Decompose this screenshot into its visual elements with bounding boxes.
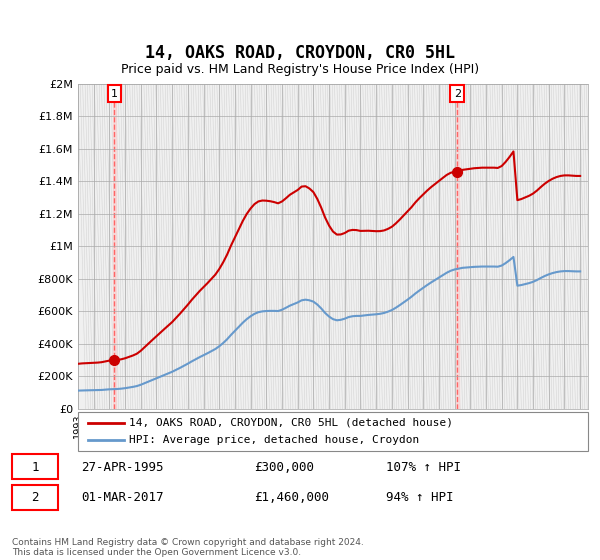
Text: 01-MAR-2017: 01-MAR-2017 [81, 492, 164, 505]
Text: 1: 1 [111, 88, 118, 99]
Text: HPI: Average price, detached house, Croydon: HPI: Average price, detached house, Croy… [129, 435, 419, 445]
Text: 2: 2 [454, 88, 461, 99]
FancyBboxPatch shape [78, 412, 588, 451]
Text: £300,000: £300,000 [254, 461, 314, 474]
Text: 2: 2 [31, 492, 39, 505]
Text: 1: 1 [31, 461, 39, 474]
Text: Price paid vs. HM Land Registry's House Price Index (HPI): Price paid vs. HM Land Registry's House … [121, 63, 479, 76]
Text: Contains HM Land Registry data © Crown copyright and database right 2024.
This d: Contains HM Land Registry data © Crown c… [12, 538, 364, 557]
FancyBboxPatch shape [12, 454, 58, 479]
Bar [113, 84, 116, 409]
Text: 14, OAKS ROAD, CROYDON, CR0 5HL (detached house): 14, OAKS ROAD, CROYDON, CR0 5HL (detache… [129, 418, 453, 428]
Text: £1,460,000: £1,460,000 [254, 492, 329, 505]
Text: 27-APR-1995: 27-APR-1995 [81, 461, 164, 474]
FancyBboxPatch shape [12, 485, 58, 510]
Text: 107% ↑ HPI: 107% ↑ HPI [386, 461, 461, 474]
Bar [456, 84, 459, 409]
Text: 14, OAKS ROAD, CROYDON, CR0 5HL: 14, OAKS ROAD, CROYDON, CR0 5HL [145, 44, 455, 62]
Text: 94% ↑ HPI: 94% ↑ HPI [386, 492, 454, 505]
